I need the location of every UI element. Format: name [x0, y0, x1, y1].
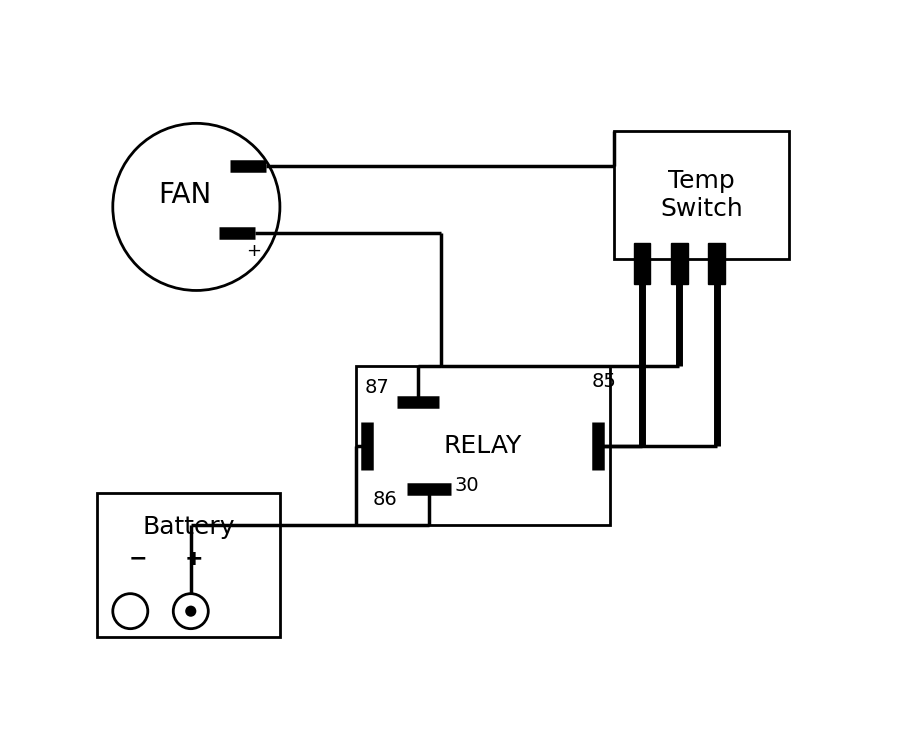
Text: 30: 30 [455, 476, 480, 495]
Bar [355, 366, 610, 525]
Bar [97, 494, 280, 637]
Text: +: + [246, 242, 262, 259]
Text: +: + [185, 549, 203, 569]
Bar [708, 243, 725, 284]
Text: FAN: FAN [158, 181, 211, 209]
Text: RELAY: RELAY [444, 434, 522, 457]
Text: 85: 85 [592, 373, 617, 392]
Text: 86: 86 [373, 490, 398, 510]
Text: Temp
Switch: Temp Switch [660, 169, 743, 221]
Bar [633, 243, 650, 284]
Text: −: − [129, 549, 148, 569]
Text: 87: 87 [365, 378, 390, 397]
Bar [671, 243, 687, 284]
Bar [614, 132, 789, 259]
Text: Battery: Battery [143, 515, 235, 539]
Circle shape [185, 606, 197, 617]
